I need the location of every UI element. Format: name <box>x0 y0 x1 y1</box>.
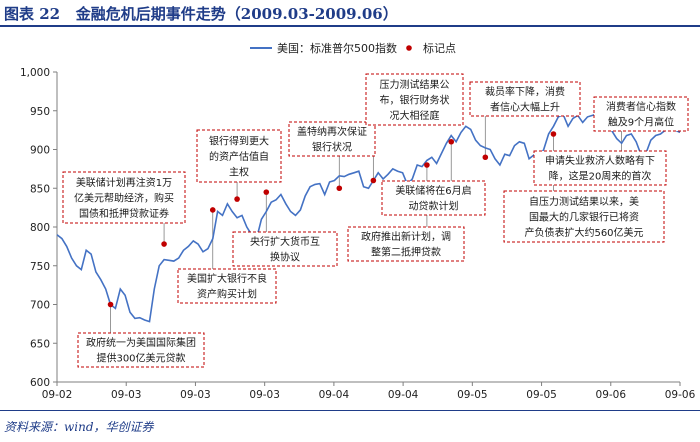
x-tick-label: 09-04 <box>319 389 350 401</box>
annotation-text: 产负债表扩大约560亿美元 <box>524 226 643 239</box>
annotation-text: 况大相径庭 <box>390 109 440 122</box>
annotation-text: 国债和抵押贷款证券 <box>79 207 169 220</box>
marker-point <box>161 241 167 247</box>
y-tick-label: 800 <box>30 222 50 234</box>
annotation-text: 者信心大幅上升 <box>490 101 560 114</box>
annotation-text: 裁员率下降，消费 <box>485 85 565 98</box>
x-tick-label: 09-02 <box>42 389 73 401</box>
annotation-text: 换协议 <box>270 251 300 264</box>
annotation-text: 降，这是20周来的首次 <box>549 170 652 183</box>
annotation-text: 消费者信心指数 <box>606 100 676 113</box>
annotation-box <box>469 81 581 117</box>
annotation-text: 银行得到更大 <box>209 134 269 147</box>
annotation-text: 美联储将在6月启 <box>395 184 471 197</box>
marker-point <box>424 162 430 168</box>
sp500-line-chart: 600 650 700 750 800 850 900 950 1,000 09-02 09-03 0… <box>20 41 696 401</box>
annotation-text: 银行状况 <box>312 141 352 154</box>
annotation-text: 美国扩大银行不良 <box>187 272 267 285</box>
y-tick-label: 850 <box>30 183 50 195</box>
annotation-text: 申请失业救济人数略有下 <box>545 154 655 167</box>
figure-label: 图表 22 <box>4 5 61 23</box>
annotation-text: 美联储计划再注资1万 <box>76 176 172 189</box>
y-tick-label: 600 <box>30 377 50 389</box>
annotation-text: 整第二抵押贷款 <box>371 246 441 259</box>
annotation-box <box>232 231 338 267</box>
annotation-box <box>177 268 277 304</box>
annotation-text: 资产购买计划 <box>197 288 257 301</box>
x-tick-label: 09-05 <box>457 389 488 401</box>
figure-title: 图表 22 金融危机后期事件走势（2009.03-2009.06） <box>4 3 398 24</box>
marker-point <box>370 177 377 184</box>
figure-header: 图表 22 金融危机后期事件走势（2009.03-2009.06） <box>0 0 700 24</box>
annotation-text: 央行扩大货币互 <box>250 235 320 248</box>
x-tick-label: 09-04 <box>388 389 419 401</box>
annotation-text: 的资产估值自 <box>209 150 269 163</box>
y-tick-label: 700 <box>30 300 50 312</box>
annotation-box <box>533 150 667 186</box>
annotation-box <box>77 332 205 368</box>
annotation-box <box>196 129 282 183</box>
annotation-box <box>288 121 376 157</box>
annotation-text: 盖特纳再次保证 <box>297 125 367 138</box>
annotation-text: 触及9个月高位 <box>608 116 674 129</box>
y-tick-label: 650 <box>30 338 50 350</box>
header-divider <box>0 25 700 27</box>
annotation-text: 国最大的几家银行已将资 <box>529 210 639 223</box>
legend-label-marker: 标记点 <box>423 41 456 55</box>
legend-marker-swatch <box>406 45 412 51</box>
y-tick-label: 1,000 <box>20 67 50 79</box>
annotation-text: 亿美元帮助经济，购买 <box>74 191 174 204</box>
y-tick-label: 900 <box>30 145 50 157</box>
x-tick-label: 09-06 <box>596 389 627 401</box>
marker-point <box>448 138 455 145</box>
chart-axes: 600 650 700 750 800 850 900 950 1,000 09-02 09-03 0… <box>20 67 696 401</box>
y-tick-label: 950 <box>30 106 50 118</box>
annotation-box <box>365 73 464 126</box>
annotation-text: 提供300亿美元贷款 <box>96 352 185 365</box>
x-tick-label: 09-03 <box>180 389 211 401</box>
marker-point <box>550 131 557 137</box>
chart-legend: 美国：标准普尔500指数 标记点 <box>250 41 456 55</box>
marker-point <box>234 196 240 202</box>
annotation-text: 布，银行财务状 <box>380 93 450 106</box>
annotation-box <box>503 190 665 243</box>
x-tick-label: 09-06 <box>665 389 696 401</box>
annotation-text: 动贷款计划 <box>409 200 459 213</box>
annotation-text: 政府推出新计划，调 <box>361 230 451 243</box>
annotation-text: 压力测试结果公 <box>380 78 450 91</box>
marker-point <box>482 154 489 161</box>
annotation-box <box>347 226 465 262</box>
figure-title-text: 金融危机后期事件走势（2009.03-2009.06） <box>75 5 398 23</box>
source-note: 资料来源：wind，华创证券 <box>4 420 154 434</box>
annotation-box <box>381 180 486 216</box>
x-tick-label: 09-05 <box>526 389 557 401</box>
marker-point <box>263 189 270 195</box>
annotation-text: 主权 <box>229 165 249 178</box>
marker-point <box>209 207 216 213</box>
marker-point <box>336 185 343 192</box>
annotation-box <box>62 171 186 224</box>
annotation-text: 自压力测试结果以来，美 <box>529 195 639 208</box>
legend-label-sp500: 美国：标准普尔500指数 <box>277 41 397 55</box>
annotation-box <box>593 96 689 132</box>
x-tick-label: 09-03 <box>249 389 280 401</box>
x-tick-label: 09-03 <box>111 389 142 401</box>
annotation-text: 政府统一为美国国际集团 <box>86 336 196 349</box>
marker-point <box>107 301 114 308</box>
y-tick-label: 750 <box>30 261 50 273</box>
footer-divider <box>0 410 700 411</box>
